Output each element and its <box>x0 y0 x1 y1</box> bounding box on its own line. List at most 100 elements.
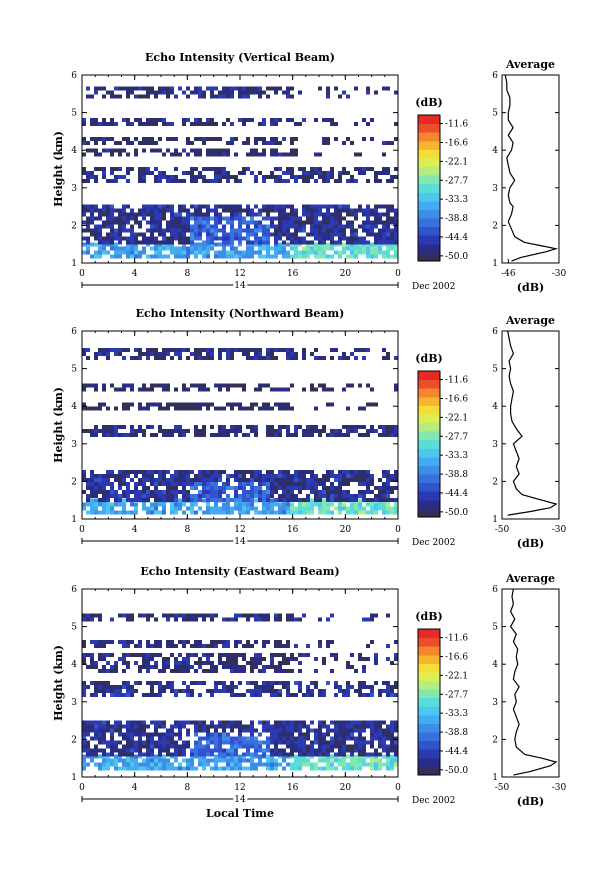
heatmap-cell <box>194 216 198 221</box>
heatmap-cell <box>330 613 334 618</box>
heatmap-cell <box>338 240 342 245</box>
heatmap-cell <box>378 204 382 209</box>
heatmap-cell <box>210 668 214 673</box>
heatmap-cell <box>302 486 306 491</box>
heatmap-cell <box>370 254 374 259</box>
heatmap-cell <box>282 720 286 725</box>
heatmap-cell <box>158 736 162 741</box>
heatmap-cell <box>310 250 314 255</box>
heatmap-cell <box>190 510 194 515</box>
heatmap-cell <box>194 137 198 141</box>
heatmap-cell <box>122 498 126 503</box>
heatmap-cell <box>314 490 318 495</box>
heatmap-cell <box>370 246 374 251</box>
heatmap-cell <box>370 429 374 433</box>
heatmap-cell <box>262 752 266 757</box>
heatmap-cell <box>214 137 218 141</box>
heatmap-cell <box>246 240 250 245</box>
heatmap-cell <box>354 478 358 483</box>
heatmap-cell <box>190 204 194 209</box>
heatmap-cell <box>166 752 170 757</box>
heatmap-cell <box>86 250 90 255</box>
heatmap-cell <box>86 510 90 515</box>
heatmap-cell <box>114 242 118 247</box>
heatmap-cell <box>322 141 326 145</box>
heatmap-cell <box>158 752 162 757</box>
heatmap-cell <box>134 152 138 157</box>
heatmap-cell <box>90 720 94 725</box>
heatmap-cell <box>370 212 374 217</box>
heatmap-cell <box>126 490 130 495</box>
heatmap-cell <box>146 402 150 407</box>
heatmap-cell <box>170 502 174 507</box>
heatmap-cell <box>354 510 358 515</box>
heatmap-cell <box>286 179 290 184</box>
heatmap-cell <box>218 689 222 694</box>
heatmap-cell <box>162 613 166 618</box>
colorbar-unit: (dB) <box>415 352 442 365</box>
heatmap-cell <box>170 762 174 767</box>
heatmap-cell <box>222 689 226 694</box>
heatmap-cell <box>198 220 202 225</box>
heatmap-cell <box>370 498 374 503</box>
heatmap-cell <box>82 383 86 388</box>
heatmap-cell <box>374 613 378 618</box>
heatmap-cell <box>338 740 342 745</box>
heatmap-cell <box>278 724 282 729</box>
heatmap-cell <box>342 494 346 499</box>
heatmap-cell <box>118 740 122 745</box>
heatmap-cell <box>286 752 290 757</box>
heatmap-cell <box>178 425 182 429</box>
heatmap-cell <box>150 652 154 657</box>
heatmap-cell <box>206 137 210 141</box>
heatmap-cell <box>102 148 106 153</box>
heatmap-cell <box>214 736 218 741</box>
heatmap-cell <box>306 171 310 176</box>
heatmap-cell <box>122 118 126 123</box>
heatmap-cell <box>126 179 130 184</box>
heatmap-cell <box>126 664 130 669</box>
heatmap-cell <box>190 216 194 221</box>
heatmap-cell <box>162 660 166 665</box>
heatmap-cell <box>150 732 154 737</box>
heatmap-cell <box>166 347 170 352</box>
heatmap-cell <box>386 86 390 91</box>
heatmap-cell <box>270 664 274 669</box>
heatmap-cell <box>82 490 86 495</box>
heatmap-cell <box>366 470 370 475</box>
heatmap-cell <box>154 470 158 475</box>
heatmap-cell <box>294 433 298 437</box>
heatmap-cell <box>206 482 210 487</box>
heatmap-cell <box>166 137 170 141</box>
heatmap-cell <box>306 748 310 753</box>
heatmap-cell <box>122 766 126 771</box>
heatmap-cell <box>270 232 274 237</box>
heatmap-cell <box>170 639 174 644</box>
heatmap-cell <box>218 681 222 686</box>
heatmap-cell <box>158 254 162 259</box>
heatmap-cell <box>146 351 150 356</box>
heatmap-cell <box>366 617 370 622</box>
heatmap-cell <box>162 86 166 91</box>
heatmap-cell <box>146 228 150 233</box>
heatmap-cell <box>86 240 90 245</box>
heatmap-cell <box>218 766 222 771</box>
heatmap-cell <box>186 254 190 259</box>
heatmap-cell <box>334 208 338 213</box>
heatmap-cell <box>134 740 138 745</box>
heatmap-cell <box>142 720 146 725</box>
heatmap-cell <box>390 220 394 225</box>
heatmap-cell <box>154 254 158 259</box>
heatmap-cell <box>394 740 398 745</box>
heatmap-cell <box>250 728 254 733</box>
heatmap-cell <box>142 724 146 729</box>
heatmap-cell <box>102 204 106 209</box>
heatmap-cell <box>370 744 374 749</box>
heatmap-cell <box>134 498 138 503</box>
heatmap-cell <box>126 510 130 515</box>
heatmap-cell <box>350 236 354 241</box>
heatmap-cell <box>190 236 194 241</box>
heatmap-cell <box>298 474 302 479</box>
heatmap-cell <box>262 208 266 213</box>
heatmap-cell <box>130 613 134 618</box>
